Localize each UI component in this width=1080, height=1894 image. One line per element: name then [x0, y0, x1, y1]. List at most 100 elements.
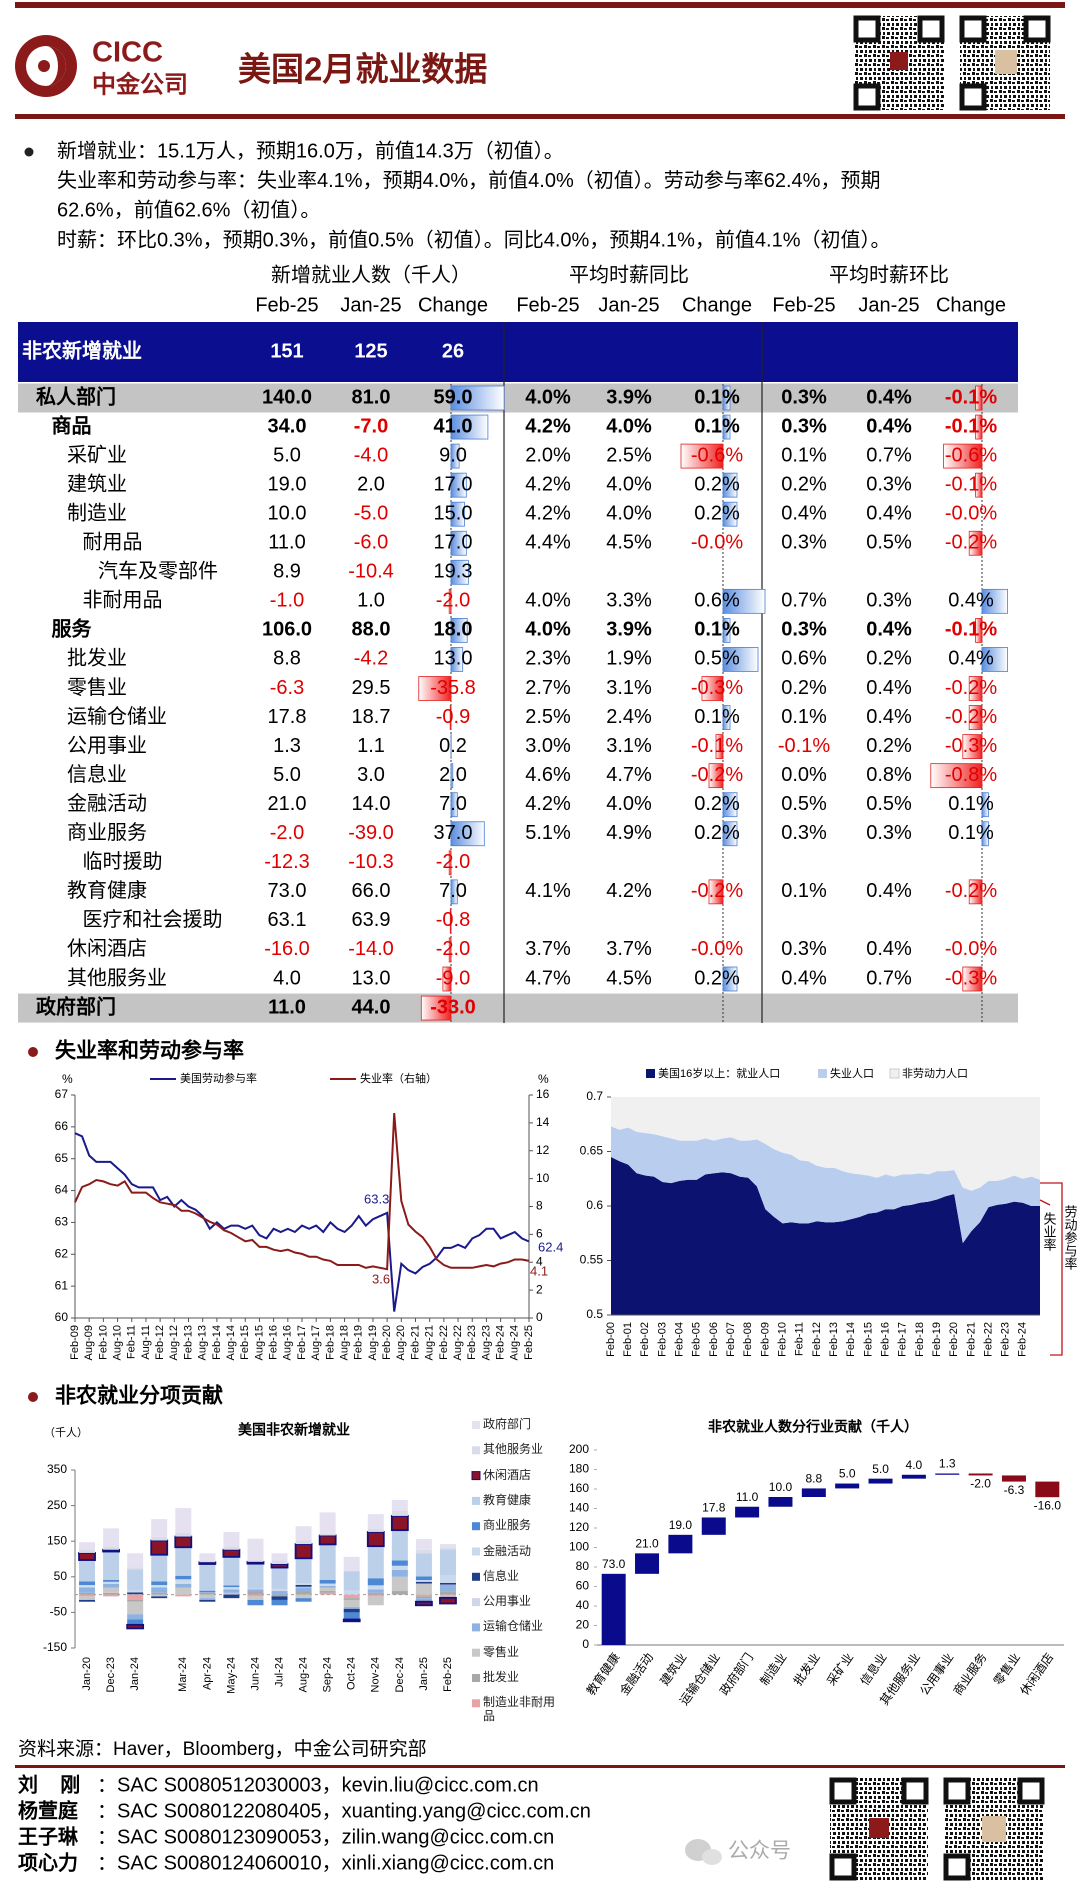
legend-swatch: [472, 1421, 480, 1429]
bar-segment: [103, 1587, 120, 1593]
table-cell: 4.7%: [525, 967, 571, 989]
bar-segment: [223, 1587, 240, 1589]
bar-segment: [318, 1534, 337, 1546]
bar-segment: [223, 1556, 240, 1586]
section-title: 失业率和劳动参与率: [55, 1039, 244, 1063]
x-tick-label: Feb-24: [495, 1325, 507, 1360]
waterfall-bar: [835, 1483, 860, 1489]
table-cell: 1.9%: [606, 648, 652, 670]
data-bar: [722, 385, 731, 411]
x-tick-label: Jan-20: [81, 1657, 93, 1691]
bullet-dot: [24, 147, 34, 157]
table-cell: -9.0: [436, 967, 470, 989]
table-cell: 4.9%: [606, 822, 652, 844]
x-tick-label: 休闲酒店: [1017, 1651, 1056, 1698]
bar-segment: [295, 1587, 312, 1592]
row-name: 采矿业: [67, 443, 127, 466]
x-tick-label: Aug-09: [83, 1325, 95, 1360]
table-cell: 19.3: [434, 561, 473, 583]
legend-label: 商业服务: [483, 1518, 532, 1533]
legend-label: 批发业: [483, 1670, 520, 1684]
bar-segment: [367, 1592, 384, 1595]
bar-segment: [127, 1599, 144, 1602]
y2-tick-label: 8: [536, 1199, 543, 1213]
group-header: 平均时薪环比: [829, 263, 949, 286]
bar-segment: [174, 1535, 193, 1549]
area-series: [611, 1157, 1040, 1315]
table-cell: 4.2%: [606, 880, 652, 902]
data-bar: [450, 385, 505, 411]
bar-segment: [439, 1594, 456, 1598]
bar-segment: [415, 1553, 432, 1577]
area-series: [611, 1126, 1040, 1244]
x-tick-label: Feb-12: [811, 1322, 823, 1357]
table-cell: 5.0: [273, 444, 301, 466]
table-cell: 0.4%: [781, 502, 827, 524]
y2-tick-label: 14: [536, 1115, 550, 1129]
table-cell: 4.1%: [525, 880, 571, 902]
table-cell: 0.2%: [694, 473, 740, 495]
table-cell: -0.2%: [945, 706, 997, 728]
contact-name: 杨萱庭: [18, 1798, 78, 1822]
x-tick-label: Jan-25: [418, 1657, 430, 1691]
data-bar: [722, 792, 738, 818]
x-tick-label: Jun-24: [249, 1657, 261, 1691]
bar-segment: [367, 1546, 384, 1579]
bar-segment: [79, 1599, 96, 1602]
table-cell: -0.1%: [945, 619, 997, 641]
bar-segment: [175, 1587, 192, 1595]
x-tick-label: Dec-23: [105, 1657, 117, 1692]
table-cell: 0.4%: [948, 590, 994, 612]
top-rule: [15, 2, 1065, 8]
data-bar: [722, 618, 731, 643]
bar-segment: [343, 1598, 360, 1600]
x-tick-label: May-24: [225, 1657, 237, 1694]
table-cell: 0.1%: [781, 880, 827, 902]
bar-segment: [295, 1594, 312, 1599]
x-tick-label: Feb-04: [674, 1322, 686, 1357]
contact-name: 项心力: [18, 1851, 78, 1874]
x-tick-label: Feb-11: [126, 1325, 138, 1359]
bar-segment: [151, 1581, 168, 1585]
bar-segment: [343, 1608, 360, 1613]
bar-segment: [78, 1552, 96, 1561]
table-cell: 4.0%: [606, 793, 652, 815]
x-tick-label: Oct-24: [346, 1657, 358, 1690]
data-bar: [450, 792, 458, 818]
table-cell: 1.0: [357, 590, 385, 612]
x-tick-label: Aug-24: [298, 1657, 310, 1692]
data-bar: [930, 763, 983, 789]
value-label: 17.8: [702, 1501, 726, 1515]
table-cell: 8.9: [273, 561, 301, 583]
data-bar: [701, 676, 724, 701]
x-tick-label: Feb-00: [605, 1322, 617, 1357]
bar-segment: [79, 1581, 96, 1585]
bar-segment: [391, 1499, 408, 1511]
bar-segment: [175, 1594, 192, 1597]
x-tick-label: Feb-10: [97, 1325, 109, 1360]
table-cell: 0.4%: [866, 386, 912, 408]
table-cell: 106.0: [262, 619, 312, 641]
y2-tick-label: 0: [536, 1310, 543, 1324]
table-cell: 2.4%: [606, 706, 652, 728]
bar-segment: [367, 1594, 384, 1597]
x-tick-label: Feb-11: [794, 1322, 806, 1356]
table-cell: 140.0: [262, 386, 312, 408]
table-cell: 0.4%: [866, 619, 912, 641]
legend-swatch: [889, 1068, 900, 1079]
row-name: 金融活动: [67, 792, 147, 815]
table-cell: 18.7: [352, 706, 391, 728]
legend-swatch: [471, 1471, 481, 1481]
y-tick-label: 60: [55, 1310, 69, 1324]
unit-label: （千人）: [44, 1426, 88, 1439]
legend-item: 教育健康: [483, 1493, 531, 1507]
bar-segment: [415, 1598, 432, 1602]
y2-tick-label: 16: [536, 1087, 550, 1101]
legend-item: 公用事业: [483, 1594, 531, 1608]
bullet-text: 新增就业：15.1万人，预期16.0万，前值14.3万（初值）。: [57, 139, 564, 162]
table-cell: 0.4%: [866, 880, 912, 902]
chart-title: 非农就业人数分行业贡献（千人）: [708, 1419, 918, 1435]
bar-segment: [127, 1567, 144, 1570]
row-name: 零售业: [67, 676, 127, 699]
bar-segment: [151, 1586, 168, 1588]
